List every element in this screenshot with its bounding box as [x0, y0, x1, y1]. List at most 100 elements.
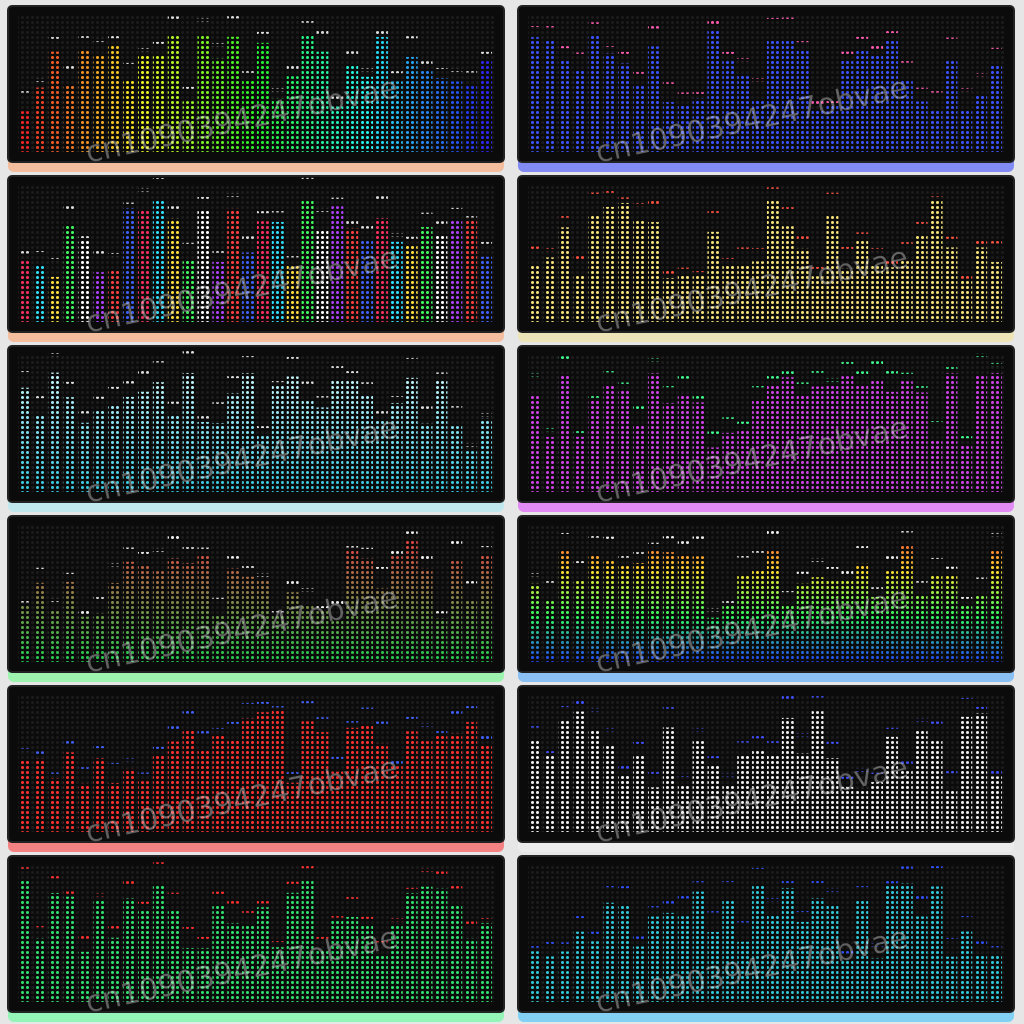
- peak-dot: [316, 208, 329, 212]
- peak-dot: [871, 772, 883, 776]
- peak-dot: [543, 428, 556, 432]
- level-bar: [662, 552, 675, 662]
- level-bar: [108, 783, 121, 832]
- level-bar: [331, 771, 344, 832]
- level-bar: [480, 923, 492, 1002]
- level-bar: [465, 722, 478, 832]
- level-bar: [390, 81, 403, 152]
- peak-dot: [886, 556, 898, 560]
- level-bar: [648, 46, 660, 153]
- level-bar: [212, 423, 225, 492]
- peak-dot: [856, 232, 869, 236]
- level-bar: [361, 76, 373, 152]
- peak-dot: [19, 748, 31, 752]
- peak-dot: [722, 773, 735, 777]
- peak-dot: [420, 868, 433, 872]
- level-bar: [900, 381, 913, 492]
- level-bar: [182, 563, 195, 662]
- level-bar: [648, 373, 660, 492]
- peak-dot: [543, 24, 556, 28]
- peak-dot: [108, 386, 121, 390]
- level-bar: [692, 402, 705, 492]
- level-bar: [346, 65, 359, 152]
- level-bar: [886, 39, 898, 152]
- level-bar: [633, 946, 645, 1002]
- level-bar: [301, 34, 314, 152]
- level-bar: [796, 583, 809, 662]
- level-bar: [123, 208, 135, 322]
- peak-dot: [271, 88, 284, 92]
- level-bar: [767, 550, 779, 662]
- peak-dot: [618, 765, 631, 769]
- spectrum-bars: [19, 15, 492, 153]
- photo-panel: cn1090394247obvae: [517, 345, 1015, 512]
- peak-dot: [960, 913, 973, 917]
- peak-dot: [465, 214, 478, 218]
- level-bar: [603, 206, 616, 322]
- level-bar: [450, 733, 463, 832]
- level-bar: [123, 80, 135, 152]
- peak-dot: [677, 773, 690, 777]
- level-bar: [182, 729, 195, 832]
- peak-dot: [945, 367, 958, 371]
- peak-dot: [48, 258, 61, 262]
- level-bar: [420, 423, 433, 492]
- peak-dot: [990, 533, 1002, 537]
- level-bar: [197, 751, 210, 832]
- peak-dot: [871, 45, 883, 49]
- peak-dot: [286, 357, 299, 361]
- level-bar: [227, 208, 240, 322]
- peak-dot: [633, 936, 645, 940]
- level-bar: [197, 209, 210, 322]
- level-bar: [19, 880, 31, 1002]
- spectrum-bars: [19, 862, 492, 1002]
- level-bar: [390, 241, 403, 322]
- level-bar: [33, 264, 46, 322]
- level-bar: [108, 404, 121, 492]
- level-bar: [692, 274, 705, 322]
- level-bar: [900, 768, 913, 832]
- peak-dot: [588, 708, 601, 712]
- peak-dot: [93, 745, 106, 749]
- peak-dot: [573, 700, 586, 704]
- level-bar: [152, 382, 165, 492]
- peak-dot: [603, 43, 616, 47]
- peak-dot: [886, 29, 898, 33]
- level-bar: [346, 228, 359, 322]
- level-bar: [588, 941, 601, 1002]
- peak-dot: [420, 406, 433, 410]
- peak-dot: [662, 535, 675, 539]
- peak-dot: [960, 698, 973, 702]
- peak-dot: [603, 369, 616, 373]
- level-bar: [182, 260, 195, 322]
- peak-dot: [227, 722, 240, 726]
- peak-dot: [346, 897, 359, 901]
- level-bar: [633, 219, 645, 322]
- level-bar: [960, 109, 973, 152]
- level-bar: [781, 377, 794, 492]
- level-bar: [677, 393, 690, 492]
- peak-dot: [900, 242, 913, 246]
- peak-dot: [707, 755, 720, 759]
- level-bar: [257, 221, 269, 322]
- peak-dot: [826, 567, 839, 571]
- peak-dot: [841, 571, 854, 575]
- level-bar: [212, 735, 225, 832]
- peak-dot: [826, 378, 839, 382]
- peak-dot: [138, 901, 150, 905]
- peak-dot: [767, 375, 779, 379]
- peak-dot: [123, 547, 135, 551]
- peak-dot: [662, 270, 675, 274]
- peak-dot: [841, 51, 854, 55]
- level-bar: [138, 209, 150, 322]
- peak-dot: [662, 384, 675, 388]
- level-bar: [182, 948, 195, 1002]
- peak-dot: [257, 31, 269, 35]
- photo-panel: cn1090394247obvae: [517, 515, 1015, 682]
- peak-dot: [152, 862, 165, 866]
- level-bar: [152, 55, 165, 153]
- peak-dot: [316, 605, 329, 609]
- level-bar: [420, 227, 433, 322]
- peak-dot: [767, 530, 779, 534]
- level-bar: [420, 886, 433, 1002]
